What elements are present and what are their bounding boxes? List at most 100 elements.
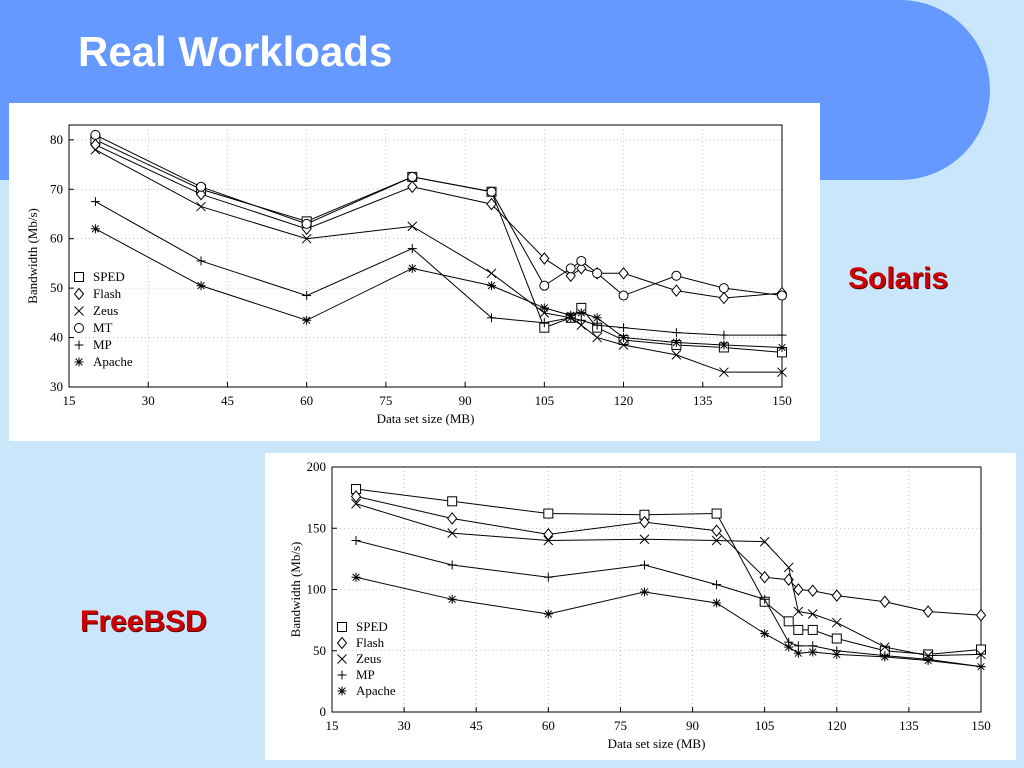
freebsd-series-mp-point bbox=[639, 560, 649, 570]
freebsd-legend-marker bbox=[337, 654, 347, 664]
solaris-legend-marker bbox=[74, 306, 84, 316]
solaris-legend-marker bbox=[73, 287, 85, 301]
solaris-series-flash-point bbox=[539, 252, 550, 265]
solaris-x-tick-label: 45 bbox=[221, 393, 234, 408]
freebsd-x-tick-label: 15 bbox=[326, 718, 339, 733]
solaris-series-mp-point bbox=[671, 328, 681, 338]
freebsd-series-apache-point bbox=[543, 609, 553, 619]
freebsd-series-flash-point bbox=[639, 515, 650, 529]
solaris-series-apache-point bbox=[592, 313, 602, 323]
freebsd-series-flash-point bbox=[759, 570, 770, 584]
freebsd-grid bbox=[332, 467, 981, 712]
freebsd-series-sped-point bbox=[793, 624, 804, 635]
freebsd-legend-marker bbox=[337, 686, 347, 696]
freebsd-legend-marker bbox=[337, 670, 347, 680]
solaris-series-mp-point bbox=[407, 244, 417, 254]
solaris-series-apache-point bbox=[719, 340, 729, 350]
freebsd-series-zeus bbox=[351, 498, 986, 661]
solaris-legend-label: Flash bbox=[93, 286, 122, 301]
solaris-series-apache-point bbox=[576, 308, 586, 318]
solaris-label: Solaris bbox=[848, 262, 949, 295]
freebsd-series-flash-point bbox=[543, 528, 554, 541]
solaris-legend-label: MT bbox=[93, 320, 113, 335]
solaris-series-apache-point bbox=[90, 224, 100, 234]
solaris-legend: SPED Flash Zeus MT MP Apache bbox=[73, 269, 133, 369]
solaris-series-apache-point bbox=[302, 315, 312, 325]
solaris-plot-frame bbox=[68, 124, 783, 388]
freebsd-series-apache-point bbox=[639, 587, 649, 597]
solaris-series-mp-point bbox=[777, 330, 787, 340]
solaris-y-axis-label: Bandwidth (Mb/s) bbox=[25, 208, 40, 304]
freebsd-series-mp-point bbox=[447, 560, 457, 570]
freebsd-y-tick-label: 200 bbox=[307, 459, 327, 474]
freebsd-x-tick-label: 135 bbox=[899, 718, 919, 733]
solaris-x-tick-label: 30 bbox=[142, 393, 155, 408]
solaris-series-mp-line bbox=[95, 201, 782, 336]
freebsd-series-sped-point bbox=[783, 616, 794, 627]
freebsd-y-tick-label: 0 bbox=[320, 704, 327, 719]
solaris-series-mp-point bbox=[619, 323, 629, 333]
solaris-legend-label: Zeus bbox=[93, 303, 118, 318]
solaris-x-axis-label: Data set size (MB) bbox=[377, 411, 475, 426]
solaris-series-zeus-point bbox=[90, 144, 101, 155]
solaris-series-apache-point bbox=[566, 310, 576, 320]
freebsd-series-flash-point bbox=[711, 524, 722, 537]
solaris-series-mp bbox=[90, 197, 787, 340]
freebsd-x-tick-label: 90 bbox=[686, 718, 699, 733]
freebsd-series-flash-point bbox=[350, 490, 362, 503]
freebsd-series-flash-point bbox=[922, 605, 934, 618]
freebsd-x-tick-label: 120 bbox=[827, 718, 847, 733]
solaris-series-mt-point bbox=[618, 290, 629, 301]
solaris-series-flash-point bbox=[407, 180, 418, 194]
solaris-series-zeus-point bbox=[777, 367, 787, 378]
solaris-series-mt-point bbox=[407, 171, 418, 182]
freebsd-series-sped-point bbox=[807, 624, 818, 635]
freebsd-legend-label: Flash bbox=[356, 635, 385, 650]
solaris-series-zeus-point bbox=[407, 221, 418, 232]
freebsd-x-tick-label: 150 bbox=[971, 718, 991, 733]
freebsd-x-tick-label: 75 bbox=[614, 718, 627, 733]
solaris-x-tick-label: 150 bbox=[772, 393, 792, 408]
freebsd-series-zeus-point bbox=[783, 562, 794, 573]
solaris-series-flash-point bbox=[195, 187, 207, 201]
solaris-series-mt bbox=[90, 129, 787, 301]
solaris-series-flash-point bbox=[486, 197, 497, 211]
freebsd-series-zeus-point bbox=[807, 609, 818, 619]
freebsd-series-apache-point bbox=[808, 647, 818, 657]
freebsd-series-zeus-point bbox=[759, 536, 770, 547]
solaris-series-zeus-point bbox=[576, 320, 587, 331]
freebsd-series-apache-point bbox=[351, 572, 361, 582]
freebsd-series-zeus-point bbox=[447, 528, 458, 539]
solaris-x-tick-label: 105 bbox=[535, 393, 555, 408]
solaris-series-zeus-point bbox=[196, 201, 206, 212]
freebsd-series-flash bbox=[350, 490, 987, 622]
solaris-series-mp-point bbox=[90, 197, 100, 207]
solaris-series-mp-point bbox=[719, 330, 729, 340]
solaris-series-mt-point bbox=[486, 186, 497, 197]
solaris-series-mt-point bbox=[718, 283, 729, 294]
solaris-series-apache-point bbox=[196, 281, 206, 291]
freebsd-y-tick-label: 100 bbox=[307, 582, 327, 597]
freebsd-series-mp-point bbox=[543, 572, 553, 582]
freebsd-label: FreeBSD bbox=[80, 605, 207, 638]
freebsd-chart-panel: 15 30 45 60 75 90 105 120 135 150 0 50 100 150 200 Data… bbox=[265, 453, 1016, 760]
solaris-legend-label: MP bbox=[93, 337, 112, 352]
solaris-series-mt-point bbox=[671, 270, 682, 281]
solaris-y-tick-label: 70 bbox=[50, 181, 63, 196]
solaris-x-tick-label: 60 bbox=[300, 393, 313, 408]
freebsd-legend-label: Zeus bbox=[356, 651, 381, 666]
solaris-legend-label: SPED bbox=[93, 269, 125, 284]
solaris-series-mp-point bbox=[196, 256, 206, 266]
solaris-series-zeus-point bbox=[486, 268, 497, 279]
freebsd-series-sped-point bbox=[831, 633, 842, 644]
freebsd-legend-label: Apache bbox=[356, 683, 396, 698]
freebsd-series-zeus-point bbox=[639, 534, 650, 545]
solaris-series-mp-point bbox=[487, 313, 497, 323]
freebsd-series-sped-point bbox=[976, 644, 986, 655]
solaris-series-zeus-point bbox=[671, 350, 682, 360]
solaris-series-mt-point bbox=[196, 181, 207, 192]
solaris-x-tick-label: 75 bbox=[379, 393, 392, 408]
freebsd-x-tick-label: 45 bbox=[470, 718, 483, 733]
solaris-series-zeus-point bbox=[719, 367, 729, 378]
